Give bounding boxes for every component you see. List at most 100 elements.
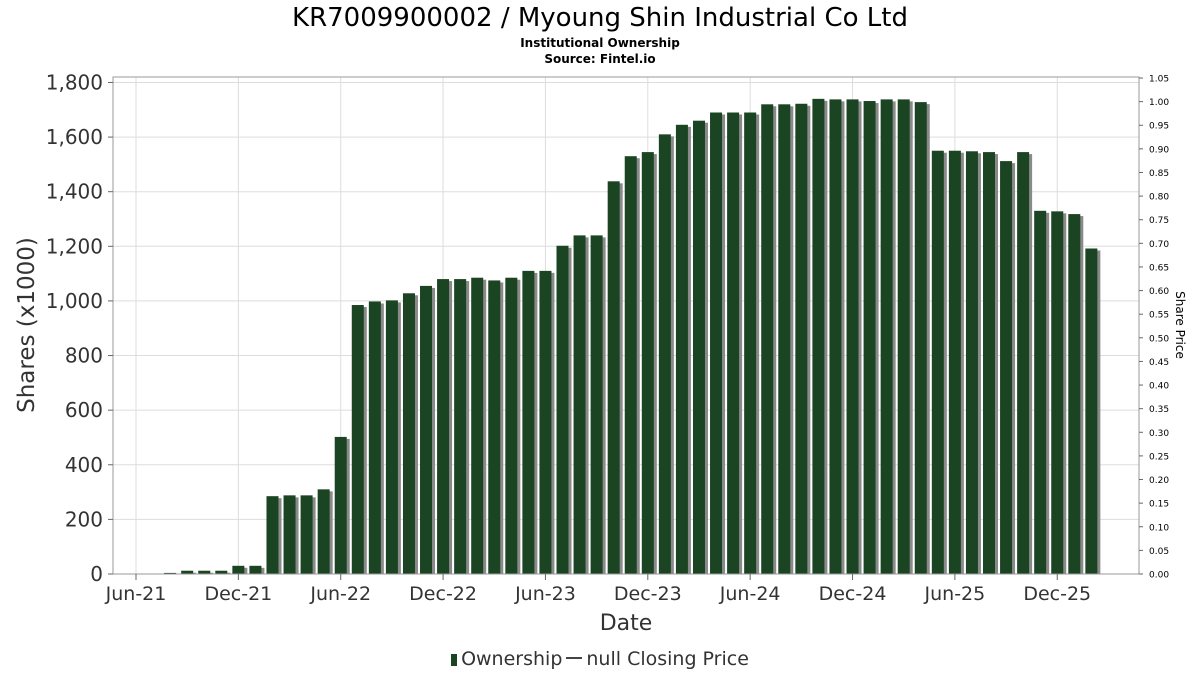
y-axis-title: Shares (x1000) [14, 237, 40, 413]
y2-tick-label: 0.65 [1149, 263, 1169, 273]
x-tick-label: Dec-21 [204, 583, 272, 605]
bar [488, 280, 501, 574]
x-tick-label: Jun-22 [309, 583, 371, 605]
bar [402, 293, 415, 574]
bar [385, 300, 398, 574]
bar [675, 124, 688, 575]
y2-tick-label: 0.50 [1149, 334, 1169, 344]
bar [317, 489, 330, 574]
bar [368, 301, 381, 574]
y2-tick-label: 0.70 [1149, 240, 1169, 250]
y-tick-label: 1,800 [46, 70, 103, 94]
y-tick-label: 1,000 [46, 289, 103, 313]
y2-tick-label: 0.80 [1149, 193, 1169, 203]
y-tick-label: 600 [65, 398, 103, 422]
bar [351, 305, 364, 574]
bar [829, 99, 842, 575]
y-tick-label: 200 [65, 507, 103, 531]
bar [607, 181, 620, 575]
bar [727, 112, 740, 574]
chart-subtitle: Institutional Ownership [520, 36, 680, 50]
bar [744, 112, 757, 574]
bar [965, 151, 978, 574]
bar [624, 156, 637, 574]
bar [249, 565, 262, 574]
bar [897, 99, 910, 575]
y2-tick-label: 0.00 [1149, 571, 1169, 581]
bar [778, 104, 791, 575]
bar [300, 495, 313, 574]
bar [215, 570, 228, 574]
x-tick-label: Jun-23 [514, 583, 576, 605]
x-tick-label: Dec-24 [819, 583, 887, 605]
y2-tick-label: 0.35 [1149, 405, 1169, 415]
bar [454, 279, 467, 574]
bar [795, 103, 808, 574]
bar [283, 495, 296, 574]
bar [914, 102, 927, 574]
y2-tick-label: 0.40 [1149, 382, 1169, 392]
legend-swatch-price [566, 657, 583, 659]
y2-tick-label: 0.20 [1149, 476, 1169, 486]
bar [437, 279, 450, 574]
bar [710, 112, 723, 574]
bar [692, 120, 705, 574]
legend-swatch-ownership [451, 654, 458, 666]
y2-tick-label: 0.75 [1149, 216, 1169, 226]
bar [573, 235, 586, 574]
bar [1085, 248, 1098, 574]
y2-tick-label: 0.10 [1149, 523, 1169, 533]
x-tick-label: Jun-21 [105, 583, 167, 605]
bar [590, 235, 603, 574]
x-tick-label: Dec-22 [409, 583, 477, 605]
x-tick-label: Dec-23 [614, 583, 682, 605]
bar [948, 150, 961, 574]
bar [471, 277, 484, 574]
y-axis-right: 0.00 0.05 0.10 0.15 0.20 0.25 0.30 0.35 0.40 0.45… [1139, 75, 1169, 581]
y2-tick-label: 0.55 [1149, 311, 1169, 321]
bar [522, 270, 535, 574]
y-tick-label: 1,400 [46, 180, 103, 204]
y2-axis-title: Share Price [1173, 291, 1187, 359]
plot-frame [112, 76, 1140, 575]
bar-series-ownership [164, 98, 1101, 575]
x-tick-label: Jun-24 [719, 583, 781, 605]
x-axis: Jun-21 Dec-21 Jun-22 Dec-22 Jun-23 Dec-23 Jun-… [105, 574, 1091, 605]
bar [1034, 210, 1047, 575]
bar [812, 98, 825, 574]
y2-tick-label: 0.60 [1149, 287, 1169, 297]
bar [863, 101, 876, 575]
bar [181, 570, 194, 574]
y2-tick-label: 0.15 [1149, 500, 1169, 510]
y2-tick-label: 0.25 [1149, 452, 1169, 462]
chart-title: KR7009900002 / Myoung Shin Industrial Co… [292, 3, 908, 33]
y2-tick-label: 1.00 [1149, 98, 1169, 108]
bar [658, 134, 671, 574]
y-tick-label: 0 [90, 562, 103, 586]
y-tick-label: 1,600 [46, 125, 103, 149]
bar [1017, 152, 1030, 574]
bar [1068, 214, 1081, 575]
y2-tick-label: 0.45 [1149, 358, 1169, 368]
y-tick-label: 1,200 [46, 234, 103, 258]
y2-tick-label: 0.90 [1149, 145, 1169, 155]
bar [641, 152, 654, 574]
bar [539, 270, 552, 574]
bar [505, 277, 518, 574]
x-tick-label: Dec-25 [1023, 583, 1091, 605]
y-tick-label: 400 [65, 453, 103, 477]
legend: Ownership null Closing Price [0, 648, 1200, 670]
bar [931, 150, 944, 574]
y-tick-label: 800 [65, 344, 103, 368]
y2-tick-label: 0.30 [1149, 429, 1169, 439]
y2-tick-label: 0.85 [1149, 169, 1169, 179]
bar [880, 99, 893, 575]
bar [232, 565, 245, 574]
bar [420, 285, 433, 574]
legend-label-ownership: Ownership [461, 648, 563, 670]
bar [266, 496, 279, 574]
x-tick-label: Jun-25 [924, 583, 986, 605]
y-axis-left: 0 200 400 600 800 1,000 1,200 1,400 1,600 1,800 [46, 70, 113, 586]
bar [334, 436, 347, 574]
